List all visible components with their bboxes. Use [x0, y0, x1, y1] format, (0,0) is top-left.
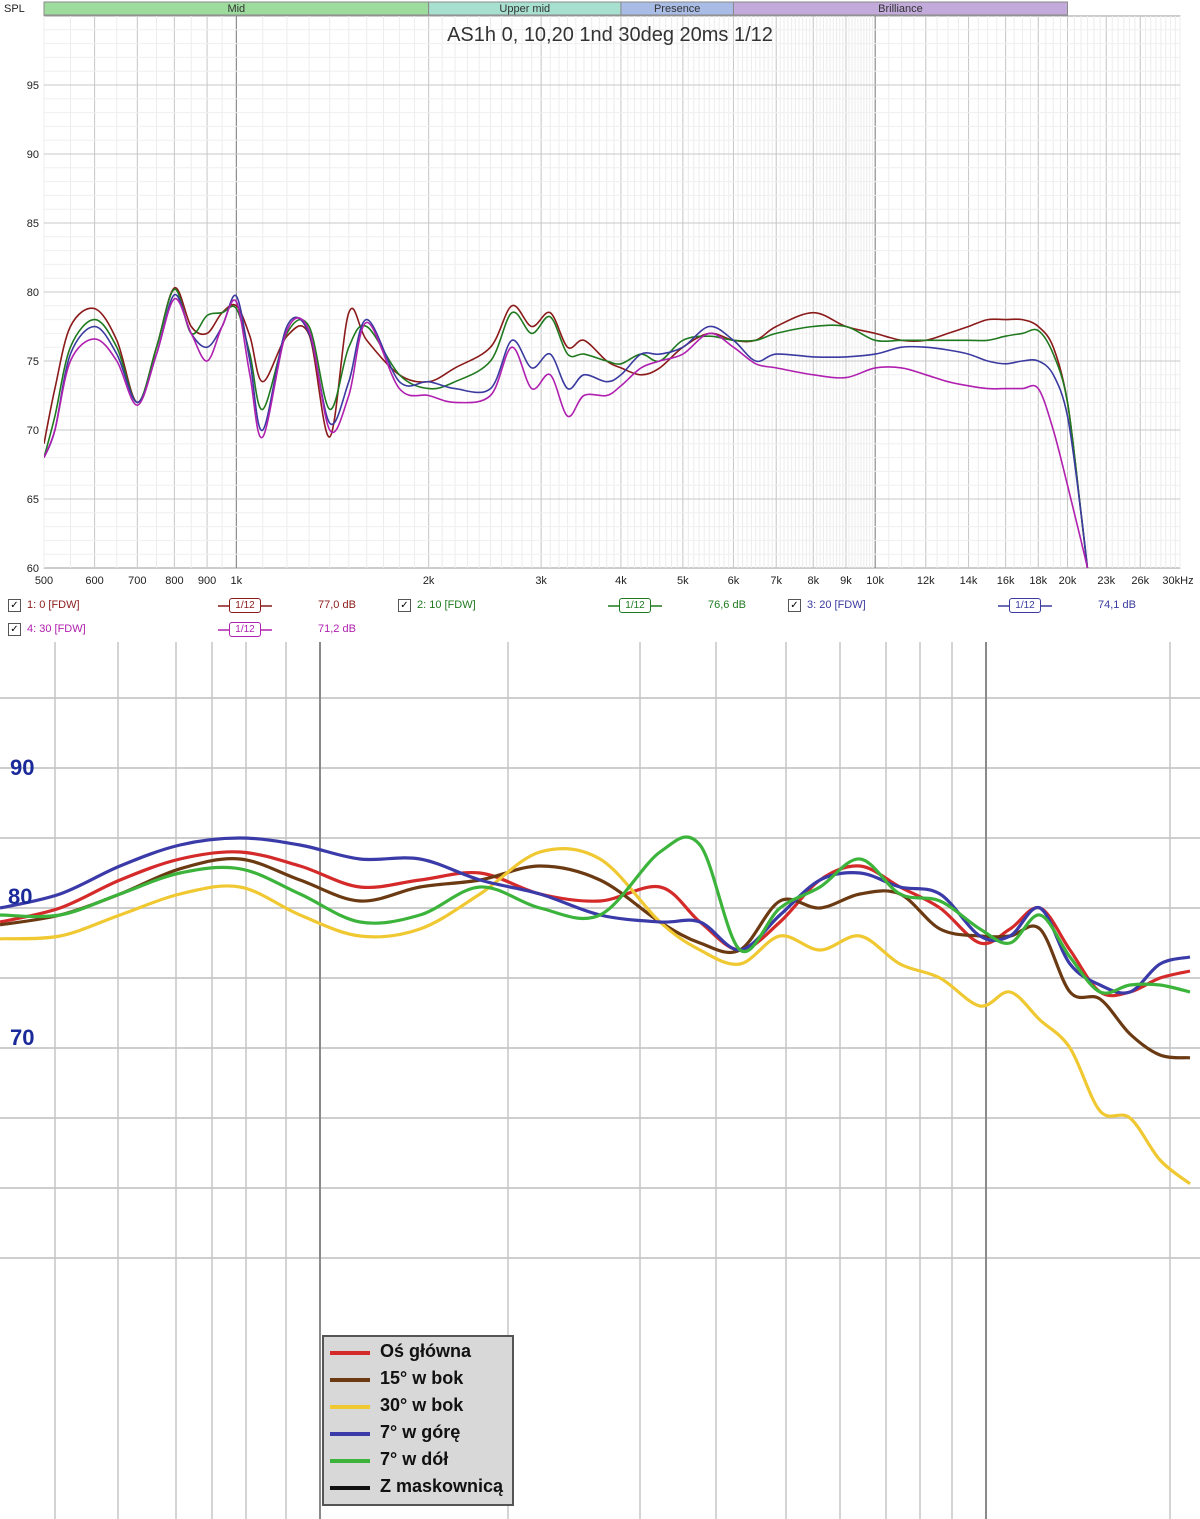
legend-label-1: 1: 0 [FDW]	[27, 599, 80, 611]
legend-level-4: 71,2 dB	[318, 623, 356, 635]
y-tick-label: 85	[27, 218, 39, 230]
band-label: Mid	[227, 3, 245, 15]
y-tick-label: 75	[27, 356, 39, 368]
band-label: Presence	[654, 3, 700, 15]
x-tick-label: 4k	[615, 575, 627, 587]
legend-swatch	[330, 1432, 370, 1436]
legend-label-4: 4: 30 [FDW]	[27, 623, 86, 635]
series-line-2	[44, 288, 1089, 568]
legend-checkbox-2[interactable]: ✓	[398, 599, 411, 612]
legend-item-label: 15° w bok	[380, 1368, 464, 1388]
x-axis-unit-label: 30kHz	[1162, 575, 1193, 587]
series-line-4	[44, 298, 1089, 568]
y-tick-label: 80	[27, 287, 39, 299]
legend-item-label: 7° w dół	[380, 1449, 449, 1469]
x-tick-label: 10k	[866, 575, 884, 587]
legend-level-2: 76,6 dB	[708, 599, 746, 611]
x-tick-label: 23k	[1097, 575, 1115, 587]
band-4	[732, 1, 1069, 16]
legend-item-label: Z maskownicą	[380, 1476, 504, 1496]
legend-swatch	[330, 1378, 370, 1382]
x-tick-label: 3k	[535, 575, 547, 587]
legend-smoothing-4[interactable]: 1/12	[218, 622, 272, 637]
y-label-70: 70	[10, 1025, 35, 1050]
legend-smoothing-1[interactable]: 1/12	[218, 598, 272, 613]
smoothing-value-3[interactable]: 1/12	[1009, 598, 1041, 613]
smoothing-value-4[interactable]: 1/12	[229, 622, 261, 637]
legend-label-2: 2: 10 [FDW]	[417, 599, 476, 611]
legend-level-1: 77,0 dB	[318, 599, 356, 611]
series-line-3	[44, 293, 1089, 568]
bottom-chart-panel: 90 80 70 Oś główna 15° w bok 30° w bok 7…	[0, 642, 1200, 1519]
y-tick-label: 95	[27, 80, 39, 92]
x-tick-label: 9k	[840, 575, 852, 587]
legend-level-3: 74,1 dB	[1098, 599, 1136, 611]
top-frequency-chart: Mid Upper mid Presence Brilliance SPL 95 90 85 8…	[4, 1, 1194, 631]
legend-swatch	[330, 1351, 370, 1355]
y-axis-label: SPL	[4, 3, 25, 15]
y-label-80: 80	[8, 884, 33, 909]
x-tick-label: 20k	[1059, 575, 1077, 587]
legend-swatch	[330, 1459, 370, 1463]
top-chart-panel: Mid Upper mid Presence Brilliance SPL 95 90 85 8…	[0, 0, 1200, 642]
y-label-90: 90	[10, 755, 35, 780]
legend-item-label: Oś główna	[380, 1341, 472, 1361]
x-tick-label: 26k	[1131, 575, 1149, 587]
x-tick-label: 7k	[770, 575, 782, 587]
series-line-2	[0, 857, 1191, 1060]
chart-title: AS1h 0, 10,20 1nd 30deg 20ms 1/12	[447, 24, 773, 46]
band-label: Brilliance	[878, 3, 923, 15]
bottom-frequency-chart	[0, 642, 1200, 1519]
y-tick-label: 65	[27, 494, 39, 506]
x-tick-label: 16k	[997, 575, 1015, 587]
x-tick-label: 600	[85, 575, 103, 587]
y-tick-label: 90	[27, 149, 39, 161]
legend-checkbox-4[interactable]: ✓	[8, 623, 21, 636]
x-tick-label: 800	[165, 575, 183, 587]
legend-smoothing-3[interactable]: 1/12	[998, 598, 1052, 613]
series-line-5	[0, 835, 1191, 995]
legend-item-label: 30° w bok	[380, 1395, 464, 1415]
x-tick-label: 8k	[807, 575, 819, 587]
x-tick-label: 2k	[423, 575, 435, 587]
legend-checkbox-3[interactable]: ✓	[788, 599, 801, 612]
smoothing-value-2[interactable]: 1/12	[619, 598, 651, 613]
series-line-1	[44, 287, 1089, 568]
x-tick-label: 1k	[231, 575, 243, 587]
bottom-legend: Oś główna 15° w bok 30° w bok 7° w górę …	[322, 1335, 514, 1506]
legend-checkbox-1[interactable]: ✓	[8, 599, 21, 612]
x-tick-label: 18k	[1029, 575, 1047, 587]
x-tick-label: 500	[35, 575, 53, 587]
y-tick-label: 70	[27, 425, 39, 437]
legend-swatch	[330, 1405, 370, 1409]
y-tick-label: 60	[27, 563, 39, 575]
legend-swatch	[330, 1486, 370, 1490]
smoothing-value-1[interactable]: 1/12	[229, 598, 261, 613]
x-tick-label: 14k	[960, 575, 978, 587]
series-line-3	[0, 847, 1191, 1186]
x-tick-label: 12k	[917, 575, 935, 587]
x-tick-label: 6k	[728, 575, 740, 587]
legend-smoothing-2[interactable]: 1/12	[608, 598, 662, 613]
band-label: Upper mid	[499, 3, 550, 15]
x-tick-label: 900	[198, 575, 216, 587]
x-tick-label: 5k	[677, 575, 689, 587]
legend-label-3: 3: 20 [FDW]	[807, 599, 866, 611]
x-tick-label: 700	[128, 575, 146, 587]
legend-item-label: 7° w górę	[380, 1422, 461, 1442]
